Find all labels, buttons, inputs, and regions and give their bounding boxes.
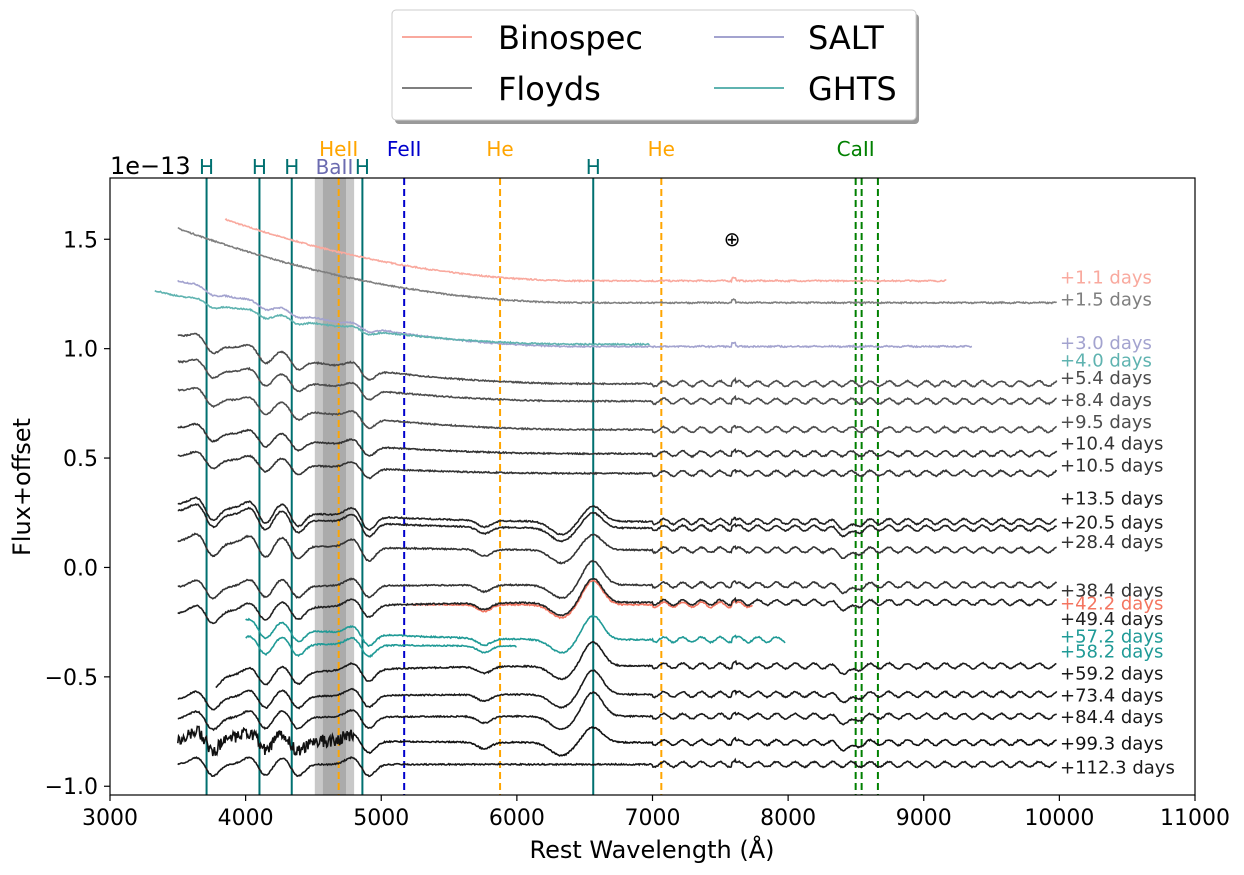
x-tick-label: 11000 xyxy=(1160,806,1230,831)
spectrum-line xyxy=(177,422,1058,459)
x-tick-label: 10000 xyxy=(1024,806,1094,831)
spectrum-line xyxy=(177,496,1057,536)
series-label: +9.5 days xyxy=(1060,412,1152,433)
legend-label-salt: SALT xyxy=(808,19,884,57)
earth-symbol: ⊕ xyxy=(724,227,741,251)
series-label: +42.2 days xyxy=(1060,593,1163,614)
spectrum-line xyxy=(177,532,1057,565)
band-layer xyxy=(314,178,355,795)
series-label: +58.2 days xyxy=(1060,642,1163,663)
line-label: FeII xyxy=(387,137,422,161)
spectrum-line xyxy=(245,634,517,658)
series-label: +4.0 days xyxy=(1060,351,1152,372)
series-label: +38.4 days xyxy=(1060,580,1163,601)
series-label: +112.3 days xyxy=(1060,758,1175,779)
series-label: +1.1 days xyxy=(1060,267,1152,288)
spectrum-line xyxy=(177,503,1057,543)
offset-text: 1e−13 xyxy=(110,152,191,180)
spectrum-line xyxy=(177,669,1058,711)
line-label: He xyxy=(648,137,675,161)
ba-band-label: BaII xyxy=(316,155,354,179)
spectrum-line xyxy=(177,332,1058,389)
y-tick-label: 1.5 xyxy=(63,228,98,253)
series-label: +20.5 days xyxy=(1060,513,1163,534)
series-layer xyxy=(154,217,1058,778)
series-label: +1.5 days xyxy=(1060,289,1152,310)
legend-label-ghts: GHTS xyxy=(808,70,897,108)
legend-label-floyds: Floyds xyxy=(498,70,601,108)
line-label: H xyxy=(586,155,601,179)
ba-band-inner xyxy=(322,178,346,795)
legend-box xyxy=(391,9,917,121)
line-label: H xyxy=(199,155,214,179)
spectrum-line xyxy=(177,725,1057,757)
series-label: +57.2 days xyxy=(1060,626,1163,647)
spectrum-line xyxy=(177,386,1058,435)
spectrum-line xyxy=(154,289,650,347)
line-label: CaII xyxy=(837,137,875,161)
series-label: +73.4 days xyxy=(1060,685,1163,706)
series-label: +5.4 days xyxy=(1060,368,1152,389)
series-label: +3.0 days xyxy=(1060,333,1152,354)
y-tick-label: 0.5 xyxy=(63,447,98,472)
line-label: H xyxy=(252,155,267,179)
line-label: H xyxy=(355,155,370,179)
spectrum-line xyxy=(411,579,753,620)
spectrum-line xyxy=(177,450,1058,480)
series-label: +10.5 days xyxy=(1060,456,1163,477)
x-tick-label: 4000 xyxy=(218,806,274,831)
series-label: +59.2 days xyxy=(1060,663,1163,684)
y-tick-label: 1.0 xyxy=(63,338,98,363)
line-label: H xyxy=(284,155,299,179)
legend-label-binospec: Binospec xyxy=(498,19,643,57)
series-label: +99.3 days xyxy=(1060,733,1163,754)
spectrum-line xyxy=(177,559,1058,600)
line-label: He xyxy=(486,137,513,161)
x-axis-label: Rest Wavelength (Å) xyxy=(529,835,774,864)
series-label: +49.4 days xyxy=(1060,609,1163,630)
plot-frame xyxy=(109,177,1196,796)
spectrum-line xyxy=(224,217,947,284)
series-label: +8.4 days xyxy=(1060,390,1152,411)
y-tick-label: −1.0 xyxy=(45,775,98,800)
series-label: +13.5 days xyxy=(1060,488,1163,509)
x-tick-label: 7000 xyxy=(625,806,681,831)
y-tick-label: 0.0 xyxy=(63,556,98,581)
series-label: +28.4 days xyxy=(1060,532,1163,553)
spectrum-line xyxy=(177,227,1057,305)
series-label-layer: +1.1 days+1.5 days +3.0 days+4.0 days+5.4… xyxy=(1060,267,1175,778)
x-tick-label: 3000 xyxy=(82,806,138,831)
x-tick-label: 8000 xyxy=(760,806,816,831)
x-tick-label: 6000 xyxy=(489,806,545,831)
spectrum-line xyxy=(177,279,973,349)
spectrum-line xyxy=(177,755,1058,778)
y-axis-label: Flux+offset xyxy=(8,418,36,556)
spectrum-line xyxy=(177,690,1057,732)
x-tick-label: 5000 xyxy=(353,806,409,831)
spectrum-line xyxy=(215,640,1057,689)
spectrum-line xyxy=(177,577,1057,625)
spectrum-line xyxy=(177,358,1057,406)
series-label: +10.4 days xyxy=(1060,434,1163,455)
series-label: +84.4 days xyxy=(1060,707,1163,728)
legend: Binospec SALT Floyds GHTS xyxy=(391,9,919,124)
axis-layer: 3000 4000 5000 6000 7000 8000 9000 10000 11000 −1… xyxy=(45,228,1230,831)
y-tick-label: −0.5 xyxy=(45,666,98,691)
line-label: HeII xyxy=(319,137,358,161)
x-tick-label: 9000 xyxy=(896,806,952,831)
spectrum-line xyxy=(245,614,786,654)
ba-band-outer xyxy=(314,178,355,795)
